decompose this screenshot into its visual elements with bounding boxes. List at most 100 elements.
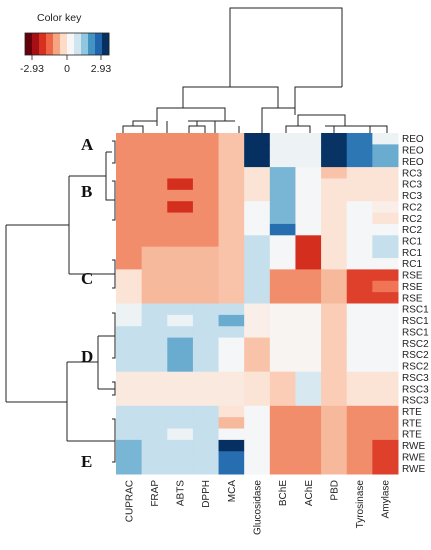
- heatmap-cell: [244, 428, 271, 441]
- row-label: RTE: [402, 418, 422, 429]
- heatmap-cell: [372, 326, 399, 339]
- heatmap-cell: [192, 303, 220, 316]
- dendrogram-branch: [5, 140, 116, 463]
- color-key-swatch: [81, 33, 89, 55]
- heatmap-cell: [269, 144, 296, 157]
- column-label: DPPH: [201, 480, 212, 508]
- heatmap-cell: [269, 428, 296, 441]
- heatmap-cell: [321, 258, 348, 270]
- heatmap-cell: [141, 371, 168, 384]
- heatmap-cell: [192, 314, 220, 327]
- heatmap-cell: [244, 405, 271, 418]
- heatmap-cell: [346, 326, 373, 339]
- heatmap-cell: [372, 348, 399, 361]
- column-dendrogram: [122, 7, 388, 133]
- dendrogram-branch: [122, 107, 235, 133]
- heatmap-cell: [321, 360, 348, 373]
- heatmap-cell: [346, 155, 373, 168]
- heatmap-cell: [269, 462, 296, 475]
- heatmap-cell: [269, 348, 296, 361]
- heatmap-cell: [218, 189, 245, 202]
- heatmap-cell: [141, 462, 168, 475]
- heatmap-cell: [372, 269, 399, 282]
- heatmap-cell: [244, 417, 271, 430]
- heatmap-cell: [141, 269, 168, 282]
- heatmap-cell: [167, 258, 194, 270]
- heatmap-cell: [116, 360, 143, 373]
- heatmap-cell: [295, 439, 322, 452]
- heatmap-cell: [218, 314, 245, 327]
- heatmap-cell: [295, 337, 322, 350]
- heatmap-cell: [167, 189, 194, 202]
- heatmap-cell: [244, 326, 271, 339]
- heatmap-cell: [346, 451, 373, 464]
- heatmap-cell: [321, 155, 348, 168]
- heatmap-cell: [321, 133, 348, 145]
- heatmap-cell: [372, 360, 399, 373]
- heatmap-cell: [218, 167, 245, 179]
- color-key: Color key -2.93 0 2.93: [20, 12, 111, 75]
- heatmap-cell: [295, 133, 322, 145]
- color-key-title: Color key: [37, 12, 82, 24]
- heatmap-cell: [192, 269, 220, 282]
- heatmap-cell: [116, 428, 143, 441]
- heatmap-cell: [192, 212, 220, 225]
- heatmap-cell: [192, 394, 220, 407]
- heatmap-cell: [346, 314, 373, 327]
- heatmap-cell: [116, 451, 143, 464]
- heatmap-cell: [372, 383, 399, 395]
- column-label: MCA: [227, 480, 238, 503]
- heatmap-cell: [218, 235, 245, 248]
- heatmap-cell: [346, 303, 373, 316]
- heatmap-cell: [141, 201, 168, 214]
- column-label: AChE: [304, 480, 315, 506]
- heatmap-cell: [192, 451, 220, 464]
- heatmap-cell: [141, 235, 168, 248]
- row-label: REO: [402, 134, 424, 145]
- group-label-c: C: [81, 269, 93, 288]
- heatmap-cell: [295, 223, 322, 236]
- heatmap-cell: [141, 189, 168, 202]
- heatmap-cell: [218, 451, 245, 464]
- heatmap-cell: [116, 337, 143, 350]
- heatmap-cell: [218, 201, 245, 214]
- heatmap-cell: [321, 189, 348, 202]
- heatmap-cell: [244, 439, 271, 452]
- heatmap-cell: [116, 371, 143, 384]
- color-key-tick-label: 0: [64, 63, 70, 75]
- heatmap-cell: [321, 144, 348, 157]
- heatmap-cell: [218, 462, 245, 475]
- heatmap-cell: [321, 280, 348, 293]
- heatmap-cell: [218, 144, 245, 157]
- row-label: RC3: [402, 191, 422, 202]
- heatmap-cell: [346, 235, 373, 248]
- heatmap-cell: [295, 155, 322, 168]
- heatmap-cell: [244, 394, 271, 407]
- heatmap-cell: [372, 451, 399, 464]
- heatmap-cell: [295, 428, 322, 441]
- heatmap-cell: [218, 258, 245, 270]
- heatmap-cell: [141, 451, 168, 464]
- color-key-swatch: [88, 33, 96, 55]
- heatmap-cell: [346, 212, 373, 225]
- color-key-swatch: [95, 33, 103, 55]
- heatmap-cell: [372, 155, 399, 168]
- heatmap-cell: [346, 383, 373, 395]
- heatmap-cell: [295, 280, 322, 293]
- heatmap-cell: [372, 280, 399, 293]
- heatmap-cell: [167, 405, 194, 418]
- heatmap-cell: [372, 167, 399, 179]
- heatmap-cell: [269, 223, 296, 236]
- heatmap-cell: [244, 360, 271, 373]
- column-label: FRAP: [150, 480, 161, 507]
- heatmap-cell: [244, 280, 271, 293]
- row-label: RC3: [402, 168, 422, 179]
- heatmap-cell: [372, 428, 399, 441]
- heatmap-cell: [295, 462, 322, 475]
- heatmap-cell: [244, 451, 271, 464]
- heatmap-cell: [192, 223, 220, 236]
- heatmap-cell: [192, 133, 220, 145]
- heatmap-cell: [192, 189, 220, 202]
- row-label: RSC2: [402, 339, 429, 350]
- heatmap-cell: [244, 212, 271, 225]
